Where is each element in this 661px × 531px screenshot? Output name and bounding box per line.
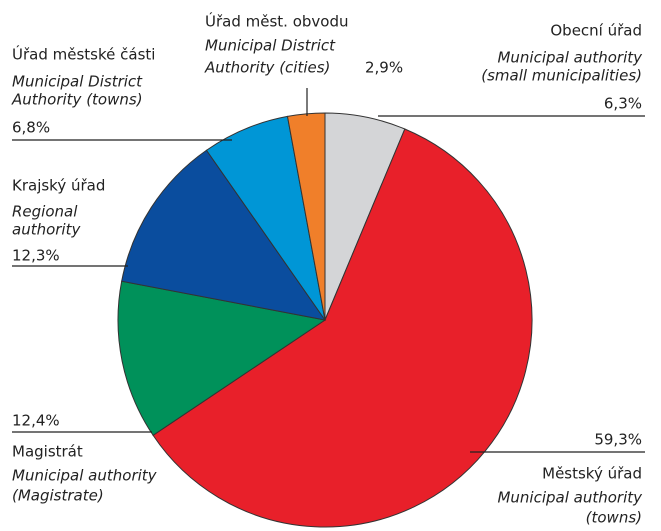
pie-slice <box>117 280 327 436</box>
slice-label-english: authority <box>12 221 81 239</box>
slice-label: Úřad městské části <box>12 45 155 64</box>
value-label: 59,3% <box>594 431 642 449</box>
slice-label-english: (Magistrate) <box>12 487 104 505</box>
slice-label: Obecní úřad <box>550 22 642 40</box>
slice-label: Magistrát <box>12 443 83 461</box>
slice-label: Městský úřad <box>542 465 642 483</box>
slice-label: Krajský úřad <box>12 177 105 195</box>
slice-label-english: Municipal authority <box>12 467 158 485</box>
slice-label-english: Regional <box>12 203 78 221</box>
pie-slice <box>286 112 326 321</box>
pie-slice <box>152 128 533 528</box>
slice-label-english: Municipal District <box>12 73 143 91</box>
pie-slice <box>121 149 327 321</box>
value-label: 12,3% <box>12 247 60 265</box>
slice-label-english: (towns) <box>586 509 642 527</box>
slice-label-english: Municipal District <box>205 37 336 55</box>
slice-label-english: (small municipalities) <box>481 67 642 85</box>
value-label: 6,8% <box>12 119 50 137</box>
slice-label-english: Municipal authority <box>497 489 643 507</box>
slice-label-english: Authority (towns) <box>11 91 143 109</box>
slice-label-english: Authority (cities) <box>204 59 330 77</box>
value-label: 2,9% <box>365 59 403 77</box>
value-label: 6,3% <box>604 95 642 113</box>
slice-label-english: Municipal authority <box>497 49 643 67</box>
value-label: 12,4% <box>12 412 60 430</box>
slice-label: Úřad měst. obvodu <box>205 12 348 31</box>
